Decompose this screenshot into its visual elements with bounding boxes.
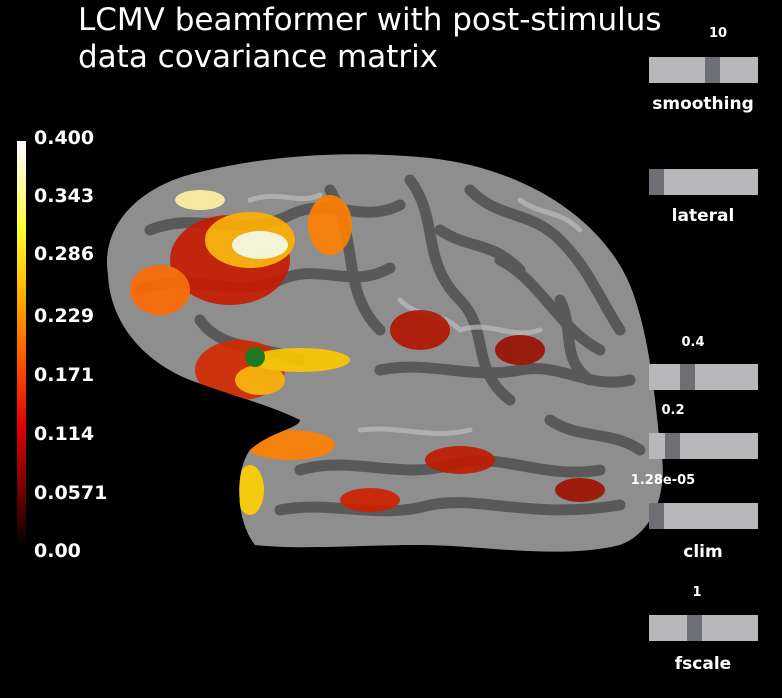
colorbar-tick: 0.0571 [34, 482, 108, 504]
cortex-surface [106, 154, 663, 552]
lateral-slider[interactable] [649, 169, 758, 195]
smoothing-value: 10 [709, 26, 728, 41]
colorbar [17, 141, 26, 547]
fscale-slider-handle[interactable] [687, 615, 702, 641]
source-marker [245, 347, 265, 367]
smoothing-label: smoothing [652, 94, 754, 114]
clim-mid-slider-handle[interactable] [665, 433, 680, 459]
colorbar-tick: 0.229 [34, 305, 95, 327]
clim-max-slider-handle[interactable] [680, 364, 695, 390]
colorbar-tick: 0.114 [34, 423, 95, 445]
colorbar-tick: 0.171 [34, 364, 95, 386]
clim-min-value: 1.28e-05 [630, 473, 696, 488]
colorbar-tick: 0.400 [34, 127, 95, 149]
clim-mid-slider[interactable] [649, 433, 758, 459]
clim-mid-value: 0.2 [661, 403, 685, 418]
smoothing-slider[interactable] [649, 57, 758, 83]
clim-max-slider[interactable] [649, 364, 758, 390]
plot-title: LCMV beamformer with post-stimulus data … [78, 2, 662, 75]
fscale-label: fscale [674, 654, 732, 674]
clim-max-value: 0.4 [681, 335, 705, 350]
clim-min-slider-handle[interactable] [649, 503, 664, 529]
clim-label: clim [683, 542, 723, 562]
colorbar-tick: 0.00 [34, 540, 81, 562]
fscale-value: 1 [692, 585, 702, 600]
clim-min-slider[interactable] [649, 503, 758, 529]
lateral-label: lateral [671, 206, 735, 226]
lateral-slider-handle[interactable] [649, 169, 664, 195]
smoothing-slider-handle[interactable] [705, 57, 720, 83]
colorbar-tick: 0.286 [34, 243, 95, 265]
colorbar-tick: 0.343 [34, 185, 95, 207]
fscale-slider[interactable] [649, 615, 758, 641]
